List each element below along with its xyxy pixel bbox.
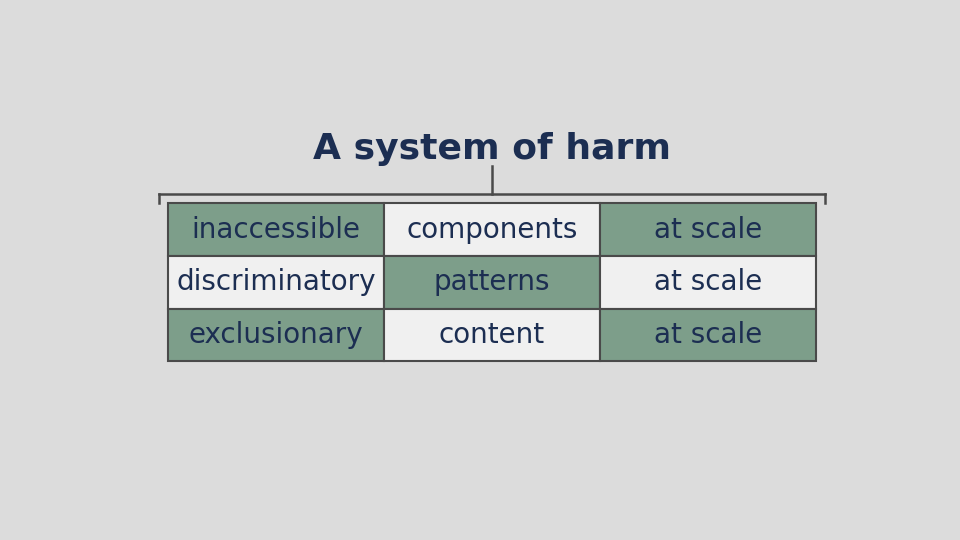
Text: A system of harm: A system of harm	[313, 132, 671, 166]
Text: at scale: at scale	[654, 268, 762, 296]
Bar	[168, 256, 384, 309]
Text: content: content	[439, 321, 545, 349]
Text: discriminatory: discriminatory	[177, 268, 375, 296]
Text: at scale: at scale	[654, 215, 762, 244]
Bar	[384, 309, 600, 361]
Bar	[600, 204, 816, 256]
Text: exclusionary: exclusionary	[189, 321, 363, 349]
Bar	[168, 309, 384, 361]
Bar	[600, 309, 816, 361]
Bar	[600, 256, 816, 309]
Text: components: components	[406, 215, 578, 244]
Bar	[168, 204, 384, 256]
Bar	[384, 204, 600, 256]
Text: patterns: patterns	[434, 268, 550, 296]
Bar	[384, 256, 600, 309]
Text: inaccessible: inaccessible	[192, 215, 361, 244]
Text: at scale: at scale	[654, 321, 762, 349]
